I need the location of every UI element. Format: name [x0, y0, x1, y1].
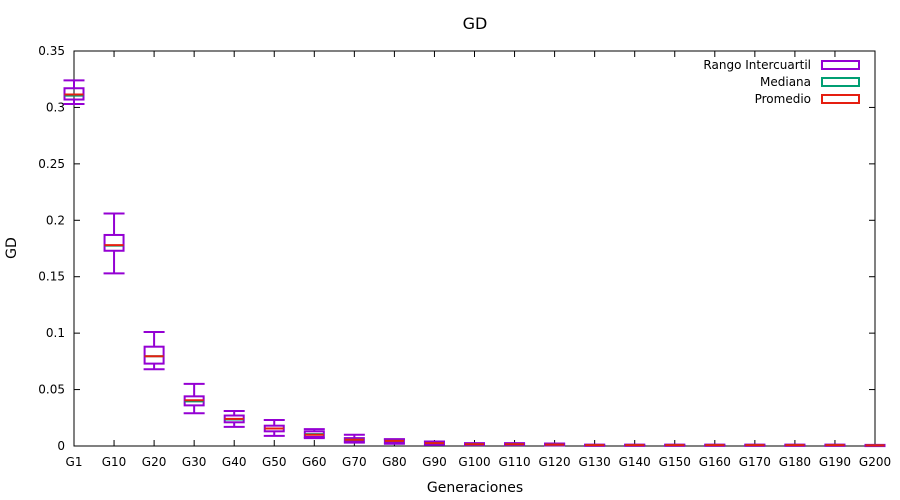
x-tick-label: G190	[819, 455, 851, 469]
x-tick-label: G20	[142, 455, 167, 469]
y-tick-label: 0.3	[46, 100, 65, 114]
box-G160	[704, 443, 726, 447]
iqr-box	[103, 233, 125, 252]
x-tick-label: G100	[458, 455, 490, 469]
x-axis: G1 G10 G20 G30 G40 G50 G60 G70 G80 G90 G100 G110 G12…	[66, 51, 891, 469]
y-tick-label: 0.1	[46, 326, 65, 340]
box-G130	[584, 443, 606, 447]
x-tick-label: G30	[182, 455, 207, 469]
x-tick-label: G1	[66, 455, 83, 469]
boxes-layer	[63, 79, 886, 448]
box-G100	[464, 442, 485, 447]
box-G70	[343, 433, 365, 444]
y-tick-label: 0.25	[38, 157, 65, 171]
y-axis: 0 0.05 0.1 0.15 0.2 0.25 0.3 0.35	[38, 44, 875, 453]
legend-swatch	[821, 60, 860, 70]
legend-label: Mediana	[760, 75, 811, 89]
legend-swatch	[821, 77, 860, 87]
box-G10	[103, 212, 125, 275]
box-G90	[423, 440, 445, 446]
y-tick-label: 0.2	[46, 213, 65, 227]
y-tick-label: 0.35	[38, 44, 65, 58]
x-tick-label: G70	[342, 455, 367, 469]
x-tick-label: G10	[102, 455, 127, 469]
legend-label: Promedio	[755, 92, 811, 106]
x-tick-label: G130	[579, 455, 611, 469]
legend: Rango Intercuartil Mediana Promedio	[703, 58, 860, 106]
box-G30	[183, 382, 205, 415]
legend-swatch	[821, 94, 860, 104]
box-G60	[303, 428, 325, 440]
box-G20	[143, 331, 165, 371]
iqr-box	[143, 345, 165, 365]
x-tick-label: G60	[302, 455, 327, 469]
x-tick-label: G140	[619, 455, 651, 469]
x-tick-label: G110	[498, 455, 530, 469]
x-tick-label: G200	[859, 455, 891, 469]
x-tick-label: G150	[659, 455, 691, 469]
x-tick-label: G170	[739, 455, 771, 469]
box-G200	[864, 443, 886, 448]
box-G190	[824, 443, 846, 447]
x-tick-label: G50	[262, 455, 287, 469]
y-tick-label: 0.05	[38, 383, 65, 397]
chart-title: GD	[463, 14, 488, 33]
box-G150	[664, 443, 686, 447]
box-G110	[504, 442, 526, 447]
box-G120	[544, 442, 566, 447]
x-tick-label: G40	[222, 455, 247, 469]
legend-label: Rango Intercuartil	[703, 58, 811, 72]
box-G1	[63, 79, 85, 106]
box-G180	[784, 443, 806, 447]
x-tick-label: G90	[422, 455, 447, 469]
y-tick-label: 0.15	[38, 270, 65, 284]
box-G40	[223, 410, 245, 428]
x-tick-label: G160	[699, 455, 731, 469]
box-G170	[744, 443, 766, 447]
x-tick-label: G120	[538, 455, 570, 469]
box-G50	[263, 419, 285, 437]
y-axis-label: GD	[4, 237, 20, 259]
x-axis-label: Generaciones	[427, 480, 523, 496]
x-tick-label: G180	[779, 455, 811, 469]
x-tick-label: G80	[382, 455, 407, 469]
box-G140	[624, 443, 646, 447]
box-G80	[383, 438, 405, 445]
y-tick-label: 0	[57, 439, 65, 453]
